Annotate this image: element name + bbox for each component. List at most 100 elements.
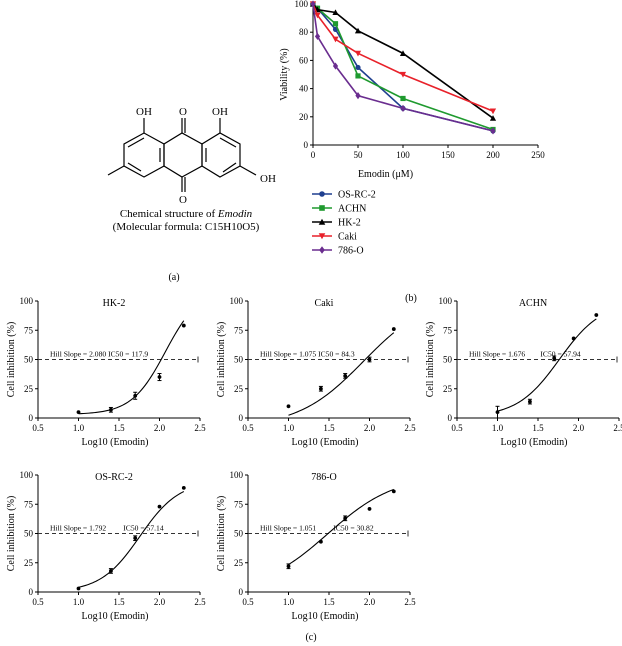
y-tick-label: 50 [234,355,244,365]
data-point [319,386,323,391]
data-point-HK-2 [332,9,339,16]
y-tick-label: 50 [24,355,34,365]
x-tick-label: 2.5 [194,423,206,433]
data-point [391,327,396,331]
data-point [157,504,162,509]
structure-caption-line1: Chemical structure of Emodin [120,208,253,220]
chart-title: ACHN [519,298,547,309]
inhibition-chart-achn: ACHN 0 25 50 75 100 0.5 1.0 1.5 2.0 2.5 Log10 (Emod… [425,296,622,448]
emodin-structure [107,118,257,192]
x-tick-label: 150 [441,150,455,160]
data-point [76,410,81,415]
y-axis-label: Cell inhibition (%) [6,496,17,572]
data-point [528,399,532,404]
data-point [76,586,81,591]
x-tick-label: 2.0 [364,597,376,607]
fit-curve [288,332,395,416]
y-tick-label: 75 [234,325,244,335]
y-tick-label: 50 [24,529,34,539]
y-tick-label: 25 [234,558,244,568]
data-point-786-O [400,104,406,112]
chart-title: HK-2 [103,298,126,309]
data-point [109,569,113,573]
data-point [319,539,323,544]
y-axis-label: Viability (%) [279,48,290,100]
double-bond [127,137,145,148]
viability-legend: OS-RC-2 ACHN HK-2 Caki 786-O [312,190,376,257]
x-axis-label: Emodin (μM) [358,169,413,180]
y-tick-label: 60 [299,55,309,65]
oh-bond-bottom [239,165,257,176]
viability-chart: 0 20 40 60 80 100 0 50 100 150 200 250 Emodin (μM) Vi… [279,0,545,180]
atom-oh-left: OH [136,106,152,118]
x-tick-label: 1.0 [73,597,85,607]
x-axis-label: Log10 (Emodin) [501,437,568,448]
atom-o-bottom: O [179,194,187,206]
data-point-Caki [314,12,321,19]
x-tick-label: 2.5 [194,597,206,607]
data-point [495,410,500,415]
series-line-786-O [312,3,494,132]
data-point [552,356,557,361]
y-tick-label: 75 [443,325,453,335]
x-axis-label: Log10 (Emodin) [292,611,359,622]
y-tick-label: 50 [234,529,244,539]
x-tick-label: 0 [311,150,316,160]
fit-annotation: Hill Slope = 1.051 IC50 = 30.82 [260,524,374,533]
y-axis-label: Cell inhibition (%) [425,322,436,398]
x-tick-label: 2.5 [404,597,416,607]
data-point-HK-2 [399,50,407,56]
data-point [181,323,186,328]
legend-label-OS-RC-2: OS-RC-2 [338,190,376,201]
x-axis-label: Log10 (Emodin) [292,437,359,448]
x-tick-label: 0.5 [32,597,44,607]
data-point [367,507,372,511]
data-point [133,393,138,398]
data-point-HK-2 [489,115,497,121]
y-tick-label: 100 [20,296,34,306]
y-tick-label: 0 [29,413,34,423]
fit-annotation: Hill Slope = 2.080 IC50 = 117.9 [50,350,148,359]
x-tick-label: 1.0 [283,423,295,433]
data-point [181,485,186,490]
data-point-ACHN [332,21,339,27]
data-point [391,489,396,494]
legend-marker-ACHN [319,205,325,211]
x-tick-label: 0.5 [451,423,463,433]
data-point [343,516,348,521]
x-tick-label: 200 [486,150,500,160]
data-point-OS-RC-2 [355,64,361,71]
x-tick-label: 0.5 [242,597,254,607]
right-ring [201,132,241,178]
center-ring-edges [163,132,203,178]
data-point [367,357,372,362]
data-point-ACHN [400,95,406,102]
y-axis-label: Cell inhibition (%) [216,496,227,572]
data-point-Caki [489,108,497,115]
x-tick-label: 50 [354,150,364,160]
data-point [286,404,291,409]
x-tick-label: 2.0 [154,597,166,607]
fit-curve [288,488,394,566]
caption-compound-name: Emodin [217,208,253,220]
data-point-HK-2 [354,27,362,34]
data-point-Caki [354,50,362,57]
y-tick-label: 100 [230,470,244,480]
y-tick-label: 100 [230,296,244,306]
atom-oh-bottom: OH [260,173,276,185]
x-tick-label: 2.0 [573,423,585,433]
y-tick-label: 0 [239,587,244,597]
data-point [594,313,599,317]
structure-caption-line2: (Molecular formula: C15H10O5) [113,221,260,233]
x-tick-label: 0.5 [242,423,254,433]
x-tick-label: 1.5 [113,597,125,607]
x-tick-label: 2.5 [613,423,622,433]
y-tick-label: 0 [239,413,244,423]
legend-marker-786-O [319,246,325,254]
double-bond [127,162,142,172]
y-axis-label: Cell inhibition (%) [6,322,17,398]
data-point-ACHN [355,73,361,79]
data-point-786-O [332,62,339,70]
chart-title: OS-RC-2 [95,472,133,483]
